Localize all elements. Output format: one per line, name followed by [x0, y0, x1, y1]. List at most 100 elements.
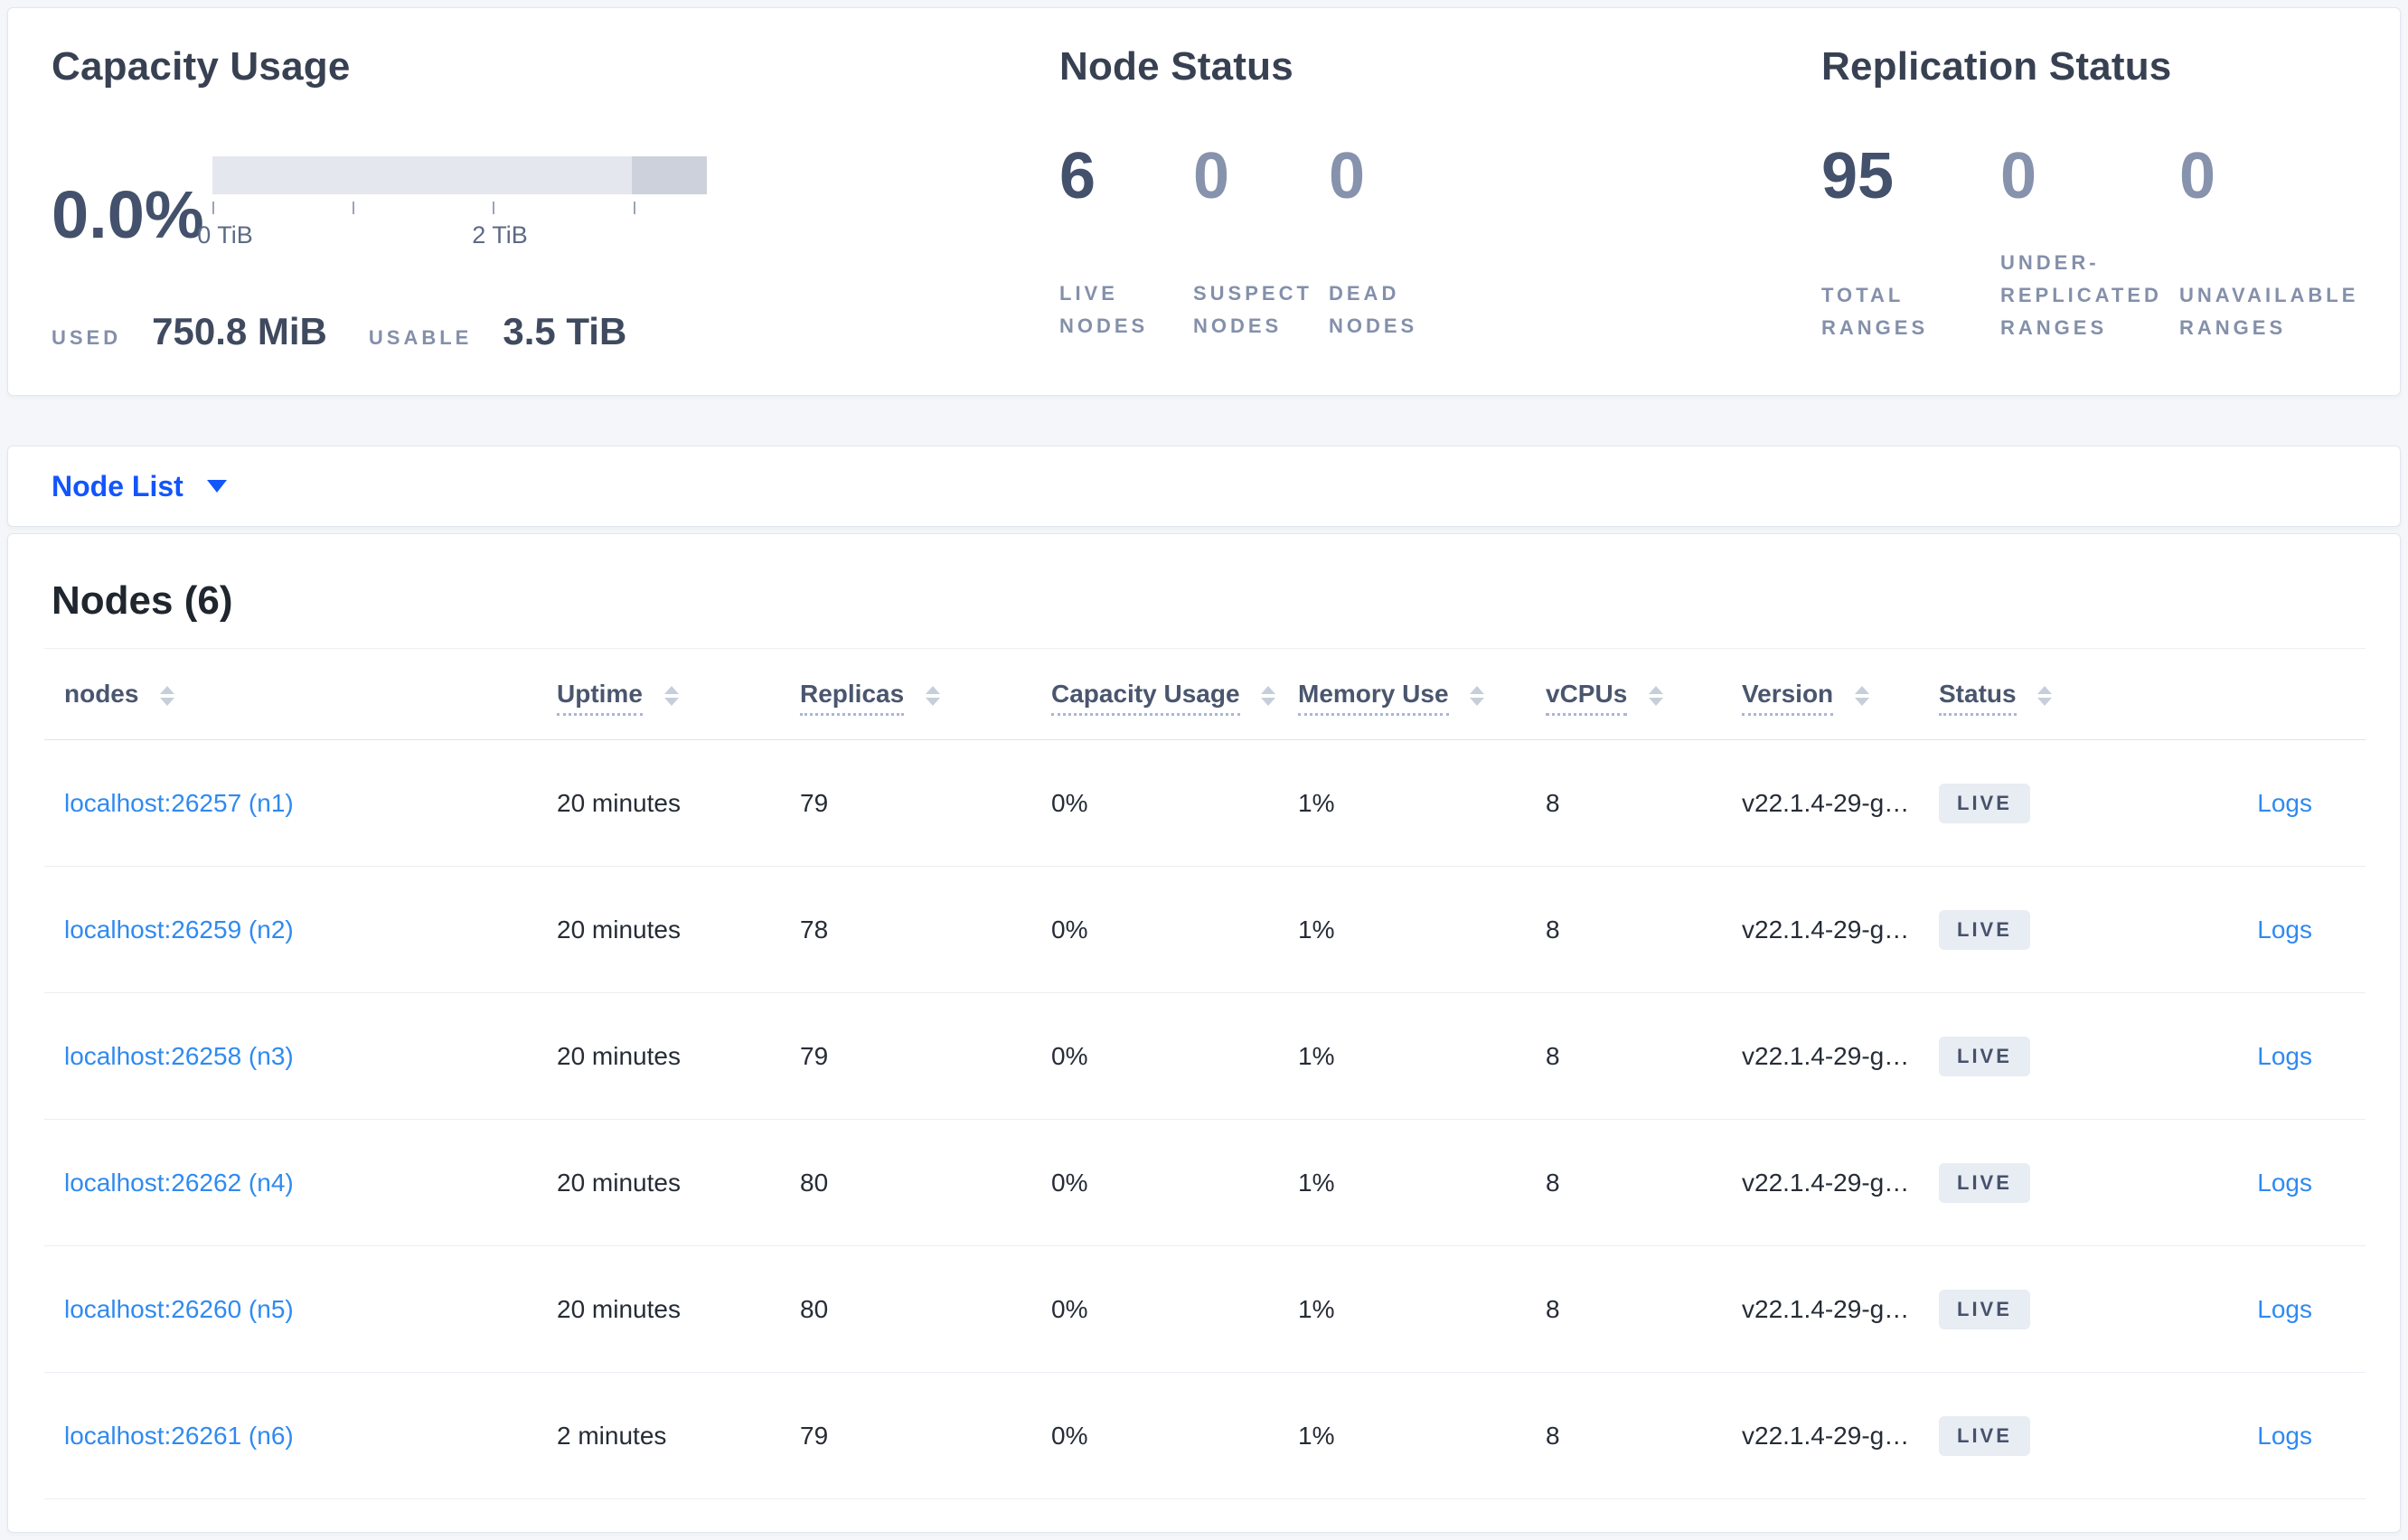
vcpus-cell: 8: [1526, 1372, 1722, 1499]
capacity-usage-cell: 0%: [1031, 739, 1278, 867]
sort-icon: [663, 685, 679, 706]
unavailable-ranges-label: UNAVAILABLE RANGES: [2179, 284, 2359, 339]
usable-label: USABLE: [368, 326, 473, 349]
node-cell: localhost:26259 (n2): [44, 866, 537, 993]
column-header-capacity-usage[interactable]: Capacity Usage: [1031, 648, 1278, 740]
usable-value: 3.5 TiB: [503, 310, 627, 352]
replicas-cell: 79: [780, 1372, 1031, 1499]
status-cell: LIVE: [1919, 1245, 2114, 1373]
node-list-dropdown[interactable]: Node List: [52, 470, 227, 503]
capacity-gauge: 0.0% 0 TiB 2 TiB: [52, 156, 707, 274]
used-label: USED: [52, 326, 122, 349]
replication-labels: TOTAL RANGES UNDER-REPLICATED RANGES UNA…: [1821, 243, 2396, 344]
column-header-status[interactable]: Status: [1919, 648, 2114, 740]
memory-use-cell: 1%: [1278, 1119, 1526, 1246]
logs-link[interactable]: Logs: [2257, 1041, 2312, 1070]
column-header-vcpus[interactable]: vCPUs: [1526, 648, 1722, 740]
logs-link[interactable]: Logs: [2257, 1421, 2312, 1450]
node-list-dropdown-label: Node List: [52, 469, 183, 502]
version-cell: v22.1.4-29-g…: [1722, 866, 1919, 993]
memory-use-cell: 1%: [1278, 1372, 1526, 1499]
column-header-label: Capacity Usage: [1051, 680, 1240, 716]
status-cell: LIVE: [1919, 866, 2114, 993]
chevron-down-icon: [206, 480, 227, 493]
status-badge: LIVE: [1939, 1036, 2030, 1076]
column-header-replicas[interactable]: Replicas: [780, 648, 1031, 740]
logs-link[interactable]: Logs: [2257, 915, 2312, 944]
sort-icon: [1854, 685, 1869, 706]
status-cell: LIVE: [1919, 739, 2114, 867]
uptime-cell: 20 minutes: [537, 866, 780, 993]
capacity-usage-title: Capacity Usage: [52, 44, 351, 89]
column-header-label: Replicas: [800, 680, 905, 716]
logs-cell: Logs: [2114, 739, 2366, 867]
node-cell: localhost:26258 (n3): [44, 992, 537, 1120]
node-link[interactable]: localhost:26260 (n5): [64, 1294, 294, 1323]
node-cell: localhost:26260 (n5): [44, 1245, 537, 1373]
replicas-cell: 78: [780, 866, 1031, 993]
capacity-bar-reserved-segment: [632, 156, 707, 194]
axis-tick-label: 0 TiB: [197, 221, 253, 249]
table-row: localhost:26261 (n6) 2 minutes 79 0% 1% …: [44, 1372, 2366, 1499]
vcpus-cell: 8: [1526, 866, 1722, 993]
logs-link[interactable]: Logs: [2257, 1168, 2312, 1197]
node-status-labels: LIVE NODES SUSPECT NODES DEAD NODES: [1059, 250, 1510, 343]
replication-values: 95 0 0: [1821, 135, 2396, 218]
replicas-cell: 79: [780, 992, 1031, 1120]
node-cell: localhost:26262 (n4): [44, 1119, 537, 1246]
under-replicated-ranges-label: UNDER-REPLICATED RANGES: [2000, 251, 2162, 339]
nodes-panel: Nodes (6) nodes Uptime: [7, 533, 2401, 1533]
column-header-version[interactable]: Version: [1722, 648, 1919, 740]
status-badge: LIVE: [1939, 783, 2030, 823]
dead-nodes-value: 0: [1329, 140, 1366, 212]
node-link[interactable]: localhost:26262 (n4): [64, 1168, 294, 1197]
capacity-bar: [212, 156, 707, 194]
sort-icon: [160, 685, 175, 706]
sort-icon: [925, 685, 940, 706]
memory-use-cell: 1%: [1278, 739, 1526, 867]
column-header-memory-use[interactable]: Memory Use: [1278, 648, 1526, 740]
logs-cell: Logs: [2114, 1245, 2366, 1373]
uptime-cell: 2 minutes: [537, 1372, 780, 1499]
sort-icon: [1649, 685, 1664, 706]
nodes-table: nodes Uptime Replicas Capacity Usage: [44, 648, 2366, 1499]
version-cell: v22.1.4-29-g…: [1722, 1245, 1919, 1373]
replicas-cell: 80: [780, 1119, 1031, 1246]
node-link[interactable]: localhost:26259 (n2): [64, 915, 294, 944]
uptime-cell: 20 minutes: [537, 1245, 780, 1373]
capacity-used-percent: 0.0%: [52, 177, 204, 252]
nodes-title: Nodes (6): [52, 578, 233, 623]
node-link[interactable]: localhost:26257 (n1): [64, 788, 294, 817]
logs-link[interactable]: Logs: [2257, 788, 2312, 817]
status-badge: LIVE: [1939, 909, 2030, 950]
status-badge: LIVE: [1939, 1162, 2030, 1203]
capacity-usage-cell: 0%: [1031, 1119, 1278, 1246]
node-link[interactable]: localhost:26261 (n6): [64, 1421, 294, 1450]
status-cell: LIVE: [1919, 992, 2114, 1120]
capacity-bar-wrap: 0 TiB 2 TiB: [197, 156, 707, 274]
column-header-uptime[interactable]: Uptime: [537, 648, 780, 740]
table-row: localhost:26257 (n1) 20 minutes 79 0% 1%…: [44, 739, 2366, 867]
node-link[interactable]: localhost:26258 (n3): [64, 1041, 294, 1070]
live-nodes-value: 6: [1059, 140, 1096, 212]
memory-use-cell: 1%: [1278, 992, 1526, 1120]
logs-link[interactable]: Logs: [2257, 1294, 2312, 1323]
status-badge: LIVE: [1939, 1415, 2030, 1456]
live-nodes-label: LIVE NODES: [1059, 282, 1149, 337]
version-cell: v22.1.4-29-g…: [1722, 1119, 1919, 1246]
logs-cell: Logs: [2114, 1119, 2366, 1246]
replication-status-card: Replication Status 95 0 0 TOTAL RANGES U…: [1821, 44, 2382, 339]
column-header-label: nodes: [64, 680, 139, 708]
column-header-label: Version: [1742, 680, 1834, 716]
vcpus-cell: 8: [1526, 992, 1722, 1120]
axis-tick-label: 2 TiB: [472, 221, 528, 249]
under-replicated-ranges-value: 0: [2000, 140, 2037, 212]
version-cell: v22.1.4-29-g…: [1722, 1372, 1919, 1499]
logs-cell: Logs: [2114, 992, 2366, 1120]
column-header-nodes[interactable]: nodes: [44, 648, 537, 740]
sort-icon: [2037, 685, 2053, 706]
vcpus-cell: 8: [1526, 1119, 1722, 1246]
total-ranges-label: TOTAL RANGES: [1821, 284, 1929, 339]
suspect-nodes-value: 0: [1193, 140, 1230, 212]
dead-nodes-label: DEAD NODES: [1329, 282, 1418, 337]
